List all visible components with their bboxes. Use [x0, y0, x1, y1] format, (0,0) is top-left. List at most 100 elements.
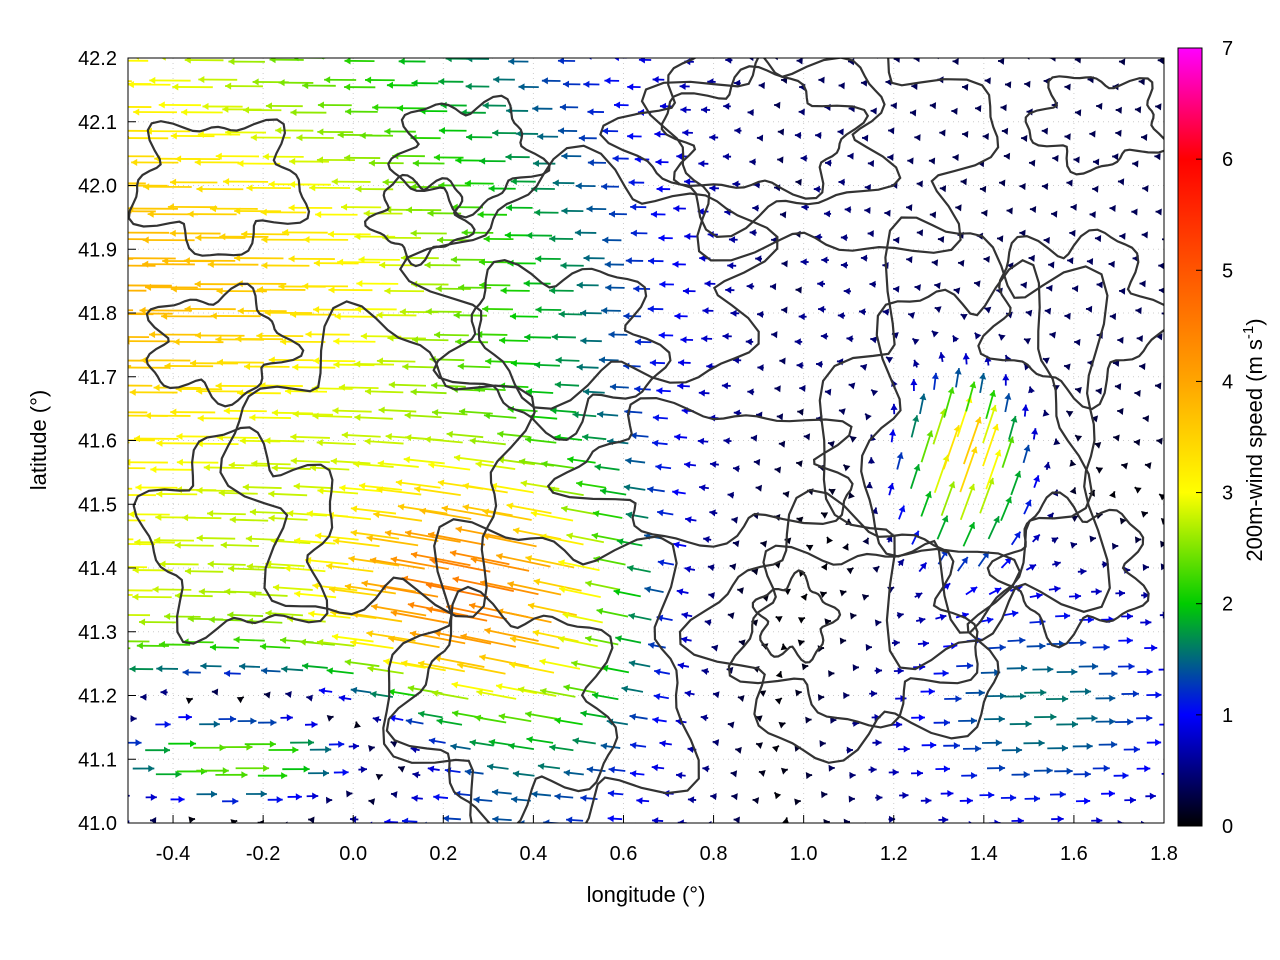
- wind-vector-head: [1119, 287, 1126, 295]
- wind-vector-head: [149, 76, 156, 84]
- wind-vector-head: [437, 479, 445, 487]
- wind-vector-head: [906, 204, 913, 212]
- wind-vector-head: [268, 490, 275, 498]
- wind-vector-head: [684, 690, 692, 698]
- wind-vector-head: [1062, 695, 1069, 703]
- wind-vector-head: [826, 536, 834, 544]
- wind-vector-shaft: [402, 365, 439, 369]
- wind-vector-head: [1080, 639, 1087, 647]
- wind-vector-shaft: [332, 409, 372, 413]
- wind-vector-head: [334, 312, 341, 321]
- wind-vector-head: [800, 154, 807, 162]
- wind-vector-head: [453, 454, 461, 462]
- wind-vector-head: [732, 356, 740, 364]
- wind-vector-head: [803, 433, 811, 441]
- x-tick-label: 1.0: [790, 843, 818, 865]
- wind-vector-head: [520, 480, 528, 488]
- wind-vector-head: [147, 210, 154, 218]
- wind-vector-head: [350, 686, 358, 694]
- wind-vector-head: [628, 660, 636, 668]
- wind-vector-shaft: [268, 492, 308, 497]
- wind-vector-head: [1119, 517, 1127, 525]
- wind-vector-head: [930, 741, 937, 749]
- wind-vector-head: [898, 505, 906, 513]
- wind-vector-head: [979, 185, 987, 193]
- wind-vector-head: [625, 457, 632, 465]
- wind-vector-head: [479, 157, 486, 165]
- wind-vector-head: [432, 409, 439, 417]
- wind-vector-head: [552, 179, 559, 187]
- wind-vector-head: [849, 771, 856, 779]
- wind-vector-head: [117, 229, 123, 236]
- wind-vector-shaft: [561, 507, 597, 516]
- wind-vector-shaft: [378, 408, 417, 413]
- wind-vector-shaft: [539, 534, 584, 546]
- wind-vector-head: [755, 484, 763, 492]
- wind-vector-head: [77, 389, 83, 396]
- wind-vector-head: [999, 179, 1006, 187]
- wind-vector-head: [1160, 563, 1164, 571]
- wind-vector-head: [345, 108, 352, 116]
- wind-vector-head: [1069, 229, 1076, 237]
- wind-vector-head: [710, 58, 711, 59]
- wind-vector-shaft: [376, 359, 416, 363]
- wind-vector-head: [373, 511, 380, 519]
- wind-vector-head: [403, 456, 411, 464]
- wind-vector-head: [657, 509, 664, 517]
- wind-vector-head: [1041, 127, 1048, 135]
- wind-vector-shaft: [366, 825, 379, 826]
- wind-vector-shaft: [203, 466, 245, 469]
- terrain-contour-line: [398, 144, 779, 410]
- wind-vector-head: [341, 431, 348, 439]
- wind-vector-head: [1144, 765, 1151, 773]
- wind-vector-head: [591, 532, 599, 540]
- wind-vector-head: [1075, 386, 1082, 394]
- wind-vector-head: [1146, 714, 1153, 722]
- wind-vector-head: [655, 158, 662, 166]
- wind-vector-head: [234, 254, 241, 262]
- wind-vector-head: [210, 312, 217, 320]
- wind-vector-head: [434, 655, 441, 663]
- wind-vector-head: [731, 516, 738, 524]
- wind-vector-shaft: [326, 564, 374, 573]
- colorbar: [1177, 47, 1203, 827]
- wind-vector-head: [490, 482, 498, 490]
- wind-vector-head: [871, 389, 879, 397]
- wind-vector-head: [326, 562, 333, 570]
- wind-vector-head: [418, 660, 425, 668]
- wind-vector-head: [586, 205, 593, 213]
- wind-vector-head: [1117, 178, 1125, 186]
- wind-vector-head: [888, 127, 895, 135]
- wind-vector-shaft: [328, 588, 377, 597]
- wind-vector-head: [491, 788, 499, 796]
- wind-vector-head: [223, 407, 230, 415]
- wind-vector-head: [600, 487, 607, 495]
- wind-vector-head: [805, 716, 812, 724]
- wind-vector-head: [960, 178, 967, 186]
- wind-vector-shaft: [264, 439, 305, 443]
- wind-vector-head: [699, 484, 706, 492]
- wind-vector-head: [80, 462, 86, 469]
- wind-vector-head: [307, 739, 315, 747]
- wind-vector-shaft: [384, 531, 439, 543]
- wind-vector-head: [864, 206, 871, 215]
- wind-vector-head: [1085, 305, 1093, 313]
- wind-vector-head: [537, 762, 545, 770]
- wind-vector-shaft: [311, 387, 353, 390]
- wind-vector-head: [1159, 494, 1164, 501]
- wind-vector-head: [820, 563, 827, 571]
- wind-vector-head: [644, 585, 652, 593]
- y-tick-label: 41.7: [78, 367, 117, 389]
- wind-vector-head: [580, 794, 587, 802]
- wind-vector-head: [384, 529, 392, 537]
- wind-vector-head: [164, 362, 171, 370]
- wind-vector-head: [1049, 58, 1056, 62]
- wind-vector-head: [819, 740, 826, 748]
- wind-vector-head: [749, 158, 756, 166]
- wind-vector-head: [469, 602, 476, 610]
- wind-vector-shaft: [506, 504, 552, 515]
- wind-vector-head: [1122, 772, 1129, 780]
- wind-vector-head: [270, 719, 277, 727]
- wind-vector-head: [774, 101, 781, 109]
- wind-vector-head: [994, 669, 1001, 677]
